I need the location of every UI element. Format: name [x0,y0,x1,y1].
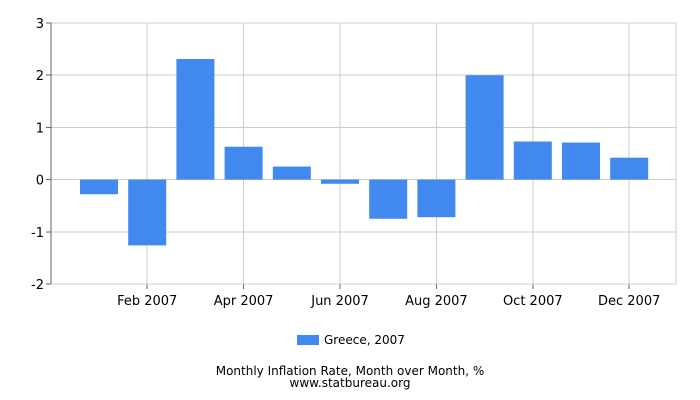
bar [465,75,504,180]
legend-label: Greece, 2007 [324,333,405,347]
y-tick-label: -1 [31,226,44,241]
bar [224,146,263,180]
y-tick-label: -2 [31,278,44,293]
bar [128,179,167,246]
bar [513,141,552,180]
x-tick-label: Jun 2007 [310,294,369,309]
bar [417,179,456,218]
legend-swatch [297,335,319,345]
legend: Greece, 2007 [297,332,405,348]
x-tick-label: Apr 2007 [214,294,274,309]
x-tick-label: Oct 2007 [503,294,563,309]
bar [321,179,359,184]
bar [562,142,600,180]
x-tick-label: Aug 2007 [405,294,468,309]
y-tick-label: 3 [36,17,44,32]
bar [272,166,311,180]
bar [80,179,118,195]
y-tick-label: 0 [36,174,44,189]
chart-title: Monthly Inflation Rate, Month over Month… [215,364,485,378]
bar [369,179,408,219]
bar [610,157,649,180]
x-tick-label: Dec 2007 [598,294,660,309]
x-tick-label: Feb 2007 [117,294,177,309]
bar [176,59,215,180]
y-tick-label: 1 [36,121,44,136]
chart-source: www.statbureau.org [289,376,411,390]
y-tick-label: 2 [36,69,44,84]
